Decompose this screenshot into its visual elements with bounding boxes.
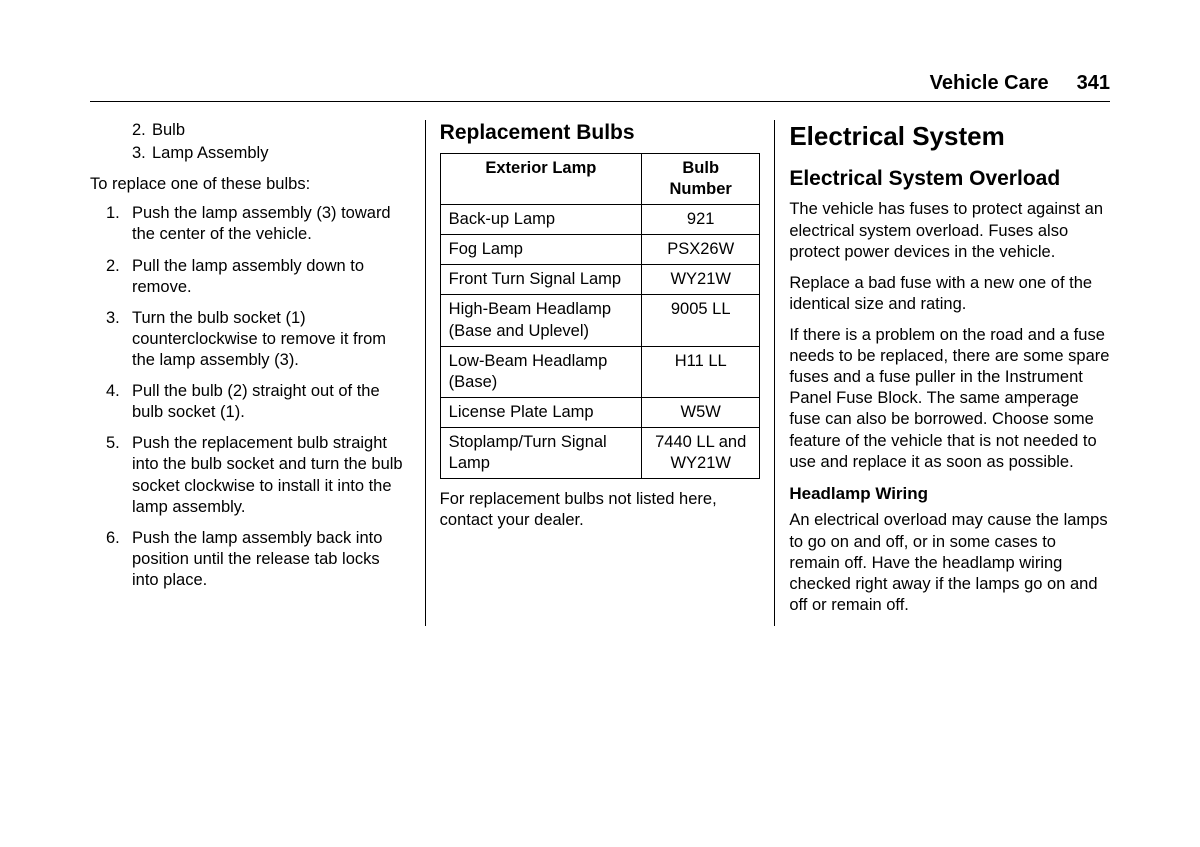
electrical-system-heading: Electrical System [789,120,1110,153]
table-row: Front Turn Signal LampWY21W [440,265,760,295]
page-header: Vehicle Care 341 [90,72,1110,102]
step-number: 4. [106,381,132,402]
list-number: 3. [132,143,152,164]
table-cell: High-Beam Headlamp (Base and Uplevel) [440,295,641,346]
intro-text: To replace one of these bulbs: [90,174,411,195]
replacement-bulbs-heading: Replacement Bulbs [440,120,761,147]
table-row: Back-up Lamp921 [440,205,760,235]
step-item: 3.Turn the bulb socket (1) counterclockw… [132,308,411,371]
table-header: Exterior Lamp [440,153,641,204]
step-text: Push the lamp assembly (3) toward the ce… [132,204,391,243]
table-cell: Back-up Lamp [440,205,641,235]
step-number: 2. [106,256,132,277]
table-cell: PSX26W [642,235,760,265]
table-cell: H11 LL [642,346,760,397]
list-label: Bulb [152,121,185,139]
table-cell: 921 [642,205,760,235]
step-text: Push the lamp assembly back into positio… [132,529,382,589]
table-cell: Low-Beam Headlamp (Base) [440,346,641,397]
column-1: 2.Bulb 3.Lamp Assembly To replace one of… [90,120,425,626]
bulbs-table: Exterior Lamp Bulb Number Back-up Lamp92… [440,153,761,479]
parts-list-item: 3.Lamp Assembly [132,143,411,164]
list-label: Lamp Assembly [152,144,268,162]
table-cell: 7440 LL and WY21W [642,427,760,478]
step-text: Push the replacement bulb straight into … [132,434,403,515]
step-item: 4.Pull the bulb (2) straight out of the … [132,381,411,423]
step-text: Pull the lamp assembly down to remove. [132,257,364,296]
parts-list-item: 2.Bulb [132,120,411,141]
column-2: Replacement Bulbs Exterior Lamp Bulb Num… [425,120,776,626]
table-row: High-Beam Headlamp (Base and Uplevel)900… [440,295,760,346]
table-header: Bulb Number [642,153,760,204]
table-cell: 9005 LL [642,295,760,346]
headlamp-wiring-heading: Headlamp Wiring [789,483,1110,505]
step-number: 1. [106,203,132,224]
step-item: 5.Push the replacement bulb straight int… [132,433,411,517]
list-number: 2. [132,120,152,141]
bulbs-note: For replacement bulbs not listed here, c… [440,489,761,531]
step-number: 5. [106,433,132,454]
step-item: 1.Push the lamp assembly (3) toward the … [132,203,411,245]
step-number: 3. [106,308,132,329]
paragraph: Replace a bad fuse with a new one of the… [789,273,1110,315]
step-text: Turn the bulb socket (1) counterclockwis… [132,309,386,369]
table-row: Stoplamp/Turn Signal Lamp7440 LL and WY2… [440,427,760,478]
paragraph: If there is a problem on the road and a … [789,325,1110,473]
electrical-overload-heading: Electrical System Overload [789,167,1110,191]
paragraph: An electrical overload may cause the lam… [789,510,1110,616]
column-3: Electrical System Electrical System Over… [775,120,1110,626]
columns-container: 2.Bulb 3.Lamp Assembly To replace one of… [90,120,1110,626]
table-cell: License Plate Lamp [440,397,641,427]
step-item: 6.Push the lamp assembly back into posit… [132,528,411,591]
table-cell: WY21W [642,265,760,295]
step-text: Pull the bulb (2) straight out of the bu… [132,382,380,421]
header-section-title: Vehicle Care [930,72,1049,95]
table-header-row: Exterior Lamp Bulb Number [440,153,760,204]
header-page-number: 341 [1077,72,1110,95]
step-item: 2.Pull the lamp assembly down to remove. [132,256,411,298]
table-cell: Fog Lamp [440,235,641,265]
steps-list: 1.Push the lamp assembly (3) toward the … [132,203,411,591]
table-row: Low-Beam Headlamp (Base)H11 LL [440,346,760,397]
table-cell: Stoplamp/Turn Signal Lamp [440,427,641,478]
table-cell: Front Turn Signal Lamp [440,265,641,295]
step-number: 6. [106,528,132,549]
paragraph: The vehicle has fuses to protect against… [789,199,1110,262]
table-cell: W5W [642,397,760,427]
table-row: Fog LampPSX26W [440,235,760,265]
parts-list: 2.Bulb 3.Lamp Assembly [132,120,411,164]
table-row: License Plate LampW5W [440,397,760,427]
